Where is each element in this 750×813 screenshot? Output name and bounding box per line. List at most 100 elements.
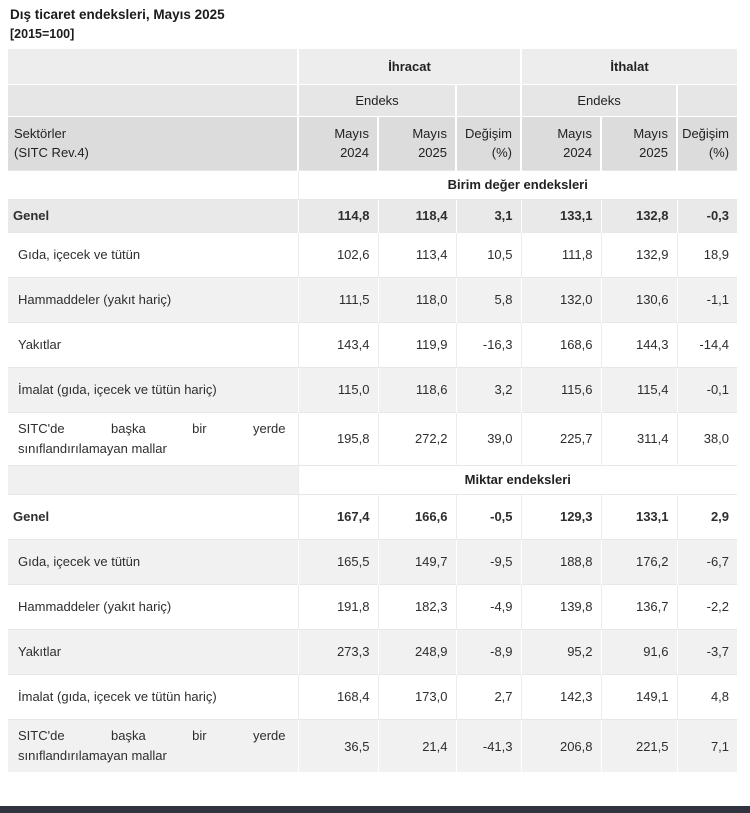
sector-header-line2: (SITC Rev.4): [14, 145, 89, 161]
row-label: Gıda, içecek ve tütün: [8, 538, 298, 585]
value-cell: 118,0: [377, 276, 456, 323]
value-cell: 191,8: [297, 583, 378, 630]
header-row-endeks: Endeks Endeks: [8, 84, 738, 117]
value-cell: -14,4: [676, 321, 738, 368]
value-cell: 2,7: [455, 673, 522, 720]
value-cell: 3,1: [455, 198, 522, 233]
value-cell: 168,4: [297, 673, 378, 720]
value-cell: -3,7: [676, 628, 738, 675]
section-title: Birim değer endeksleri: [297, 169, 738, 200]
value-cell: 168,6: [520, 321, 602, 368]
page-subtitle: [2015=100]: [10, 26, 75, 41]
value-cell: 39,0: [455, 411, 522, 466]
table-row: SITC'de başka bir yerde sınıflandırılamay…: [8, 411, 738, 466]
value-cell: 18,9: [676, 231, 738, 278]
col-group-ihracat: İhracat: [296, 49, 522, 85]
table-row: Genel 167,4 166,6 -0,5 129,3 133,1 2,9: [8, 493, 738, 540]
value-cell: 36,5: [297, 718, 378, 773]
col-header-ihracat-mayis-2024: Mayıs 2024: [297, 116, 378, 171]
value-cell: 5,8: [455, 276, 522, 323]
section-header-row: Miktar endeksleri: [8, 464, 738, 495]
value-cell: 166,6: [377, 493, 456, 540]
value-cell: 132,0: [520, 276, 602, 323]
value-cell: 115,0: [297, 366, 378, 413]
value-cell: 10,5: [455, 231, 522, 278]
table-row: Gıda, içecek ve tütün 102,6 113,4 10,5 111,8…: [8, 231, 738, 278]
value-cell: 115,6: [520, 366, 602, 413]
table-row: Gıda, içecek ve tütün 165,5 149,7 -9,5 188,8…: [8, 538, 738, 585]
value-cell: -0,1: [676, 366, 738, 413]
col-header-ithalat-mayis-2025: Mayıs 2025: [600, 116, 678, 171]
col-header-ithalat-mayis-2024: Mayıs 2024: [520, 116, 602, 171]
value-cell: 143,4: [297, 321, 378, 368]
value-cell: 182,3: [377, 583, 456, 630]
value-cell: 272,2: [377, 411, 456, 466]
value-cell: 133,1: [600, 493, 678, 540]
value-cell: 132,8: [600, 198, 678, 233]
row-label: Genel: [8, 198, 298, 233]
page-title: Dış ticaret endeksleri, Mayıs 2025: [10, 7, 225, 22]
value-cell: 21,4: [377, 718, 456, 773]
value-cell: 273,3: [297, 628, 378, 675]
value-cell: 165,5: [297, 538, 378, 585]
row-label: İmalat (gıda, içecek ve tütün hariç): [8, 366, 298, 413]
row-label: Hammaddeler (yakıt hariç): [8, 276, 298, 323]
table-row: Genel 114,8 118,4 3,1 133,1 132,8 -0,3: [8, 198, 738, 233]
value-cell: -41,3: [455, 718, 522, 773]
value-cell: -1,1: [676, 276, 738, 323]
value-cell: 206,8: [520, 718, 602, 773]
header-row-groups: İhracat İthalat: [8, 49, 738, 85]
table-row: Yakıtlar 143,4 119,9 -16,3 168,6 144,3 -14,4: [8, 321, 738, 368]
value-cell: -2,2: [676, 583, 738, 630]
value-cell: 4,8: [676, 673, 738, 720]
value-cell: 38,0: [676, 411, 738, 466]
value-cell: 129,3: [520, 493, 602, 540]
row-label: Yakıtlar: [8, 628, 298, 675]
col-header-ihracat-mayis-2025: Mayıs 2025: [377, 116, 456, 171]
subheader-endeks-ithalat: Endeks: [520, 84, 678, 117]
value-cell: -0,5: [455, 493, 522, 540]
value-cell: 119,9: [377, 321, 456, 368]
value-cell: 115,4: [600, 366, 678, 413]
table-row: Yakıtlar 273,3 248,9 -8,9 95,2 91,6 -3,7: [8, 628, 738, 675]
table-row: Hammaddeler (yakıt hariç) 111,5 118,0 5,8 13…: [8, 276, 738, 323]
row-label: Yakıtlar: [8, 321, 298, 368]
header-row-columns: Sektörler (SITC Rev.4) Mayıs 2024 Mayıs 20…: [8, 116, 738, 171]
value-cell: 221,5: [600, 718, 678, 773]
value-cell: 3,2: [455, 366, 522, 413]
value-cell: 114,8: [297, 198, 378, 233]
value-cell: -9,5: [455, 538, 522, 585]
section-left-cell: [8, 464, 298, 495]
value-cell: -6,7: [676, 538, 738, 585]
value-cell: 111,5: [297, 276, 378, 323]
value-cell: 144,3: [600, 321, 678, 368]
value-cell: -0,3: [676, 198, 738, 233]
value-cell: 311,4: [600, 411, 678, 466]
subheader-empty-cell: [676, 84, 738, 117]
value-cell: 195,8: [297, 411, 378, 466]
subheader-endeks-ihracat: Endeks: [297, 84, 456, 117]
value-cell: 118,4: [377, 198, 456, 233]
table-row: İmalat (gıda, içecek ve tütün hariç) 168,…: [8, 673, 738, 720]
table-row: Hammaddeler (yakıt hariç) 191,8 182,3 -4,9 1…: [8, 583, 738, 630]
header-corner-cell: [8, 49, 298, 85]
table-row: İmalat (gıda, içecek ve tütün hariç) 115,…: [8, 366, 738, 413]
value-cell: 149,7: [377, 538, 456, 585]
value-cell: 149,1: [600, 673, 678, 720]
table-row: SITC'de başka bir yerde sınıflandırılamay…: [8, 718, 738, 773]
col-header-ithalat-degisim: Değişim (%): [676, 116, 738, 171]
value-cell: 142,3: [520, 673, 602, 720]
value-cell: 91,6: [600, 628, 678, 675]
value-cell: 225,7: [520, 411, 602, 466]
value-cell: 102,6: [297, 231, 378, 278]
section-header-row: Birim değer endeksleri: [8, 169, 738, 200]
sector-header-line1: Sektörler: [14, 125, 67, 141]
row-label: Genel: [8, 493, 298, 540]
value-cell: 111,8: [520, 231, 602, 278]
value-cell: 167,4: [297, 493, 378, 540]
row-label: SITC'de başka bir yerde sınıflandırılamay…: [8, 718, 298, 773]
value-cell: 136,7: [600, 583, 678, 630]
col-header-ihracat-degisim: Değişim (%): [454, 116, 522, 171]
col-group-ithalat: İthalat: [520, 49, 738, 85]
row-label: Gıda, içecek ve tütün: [8, 231, 298, 278]
